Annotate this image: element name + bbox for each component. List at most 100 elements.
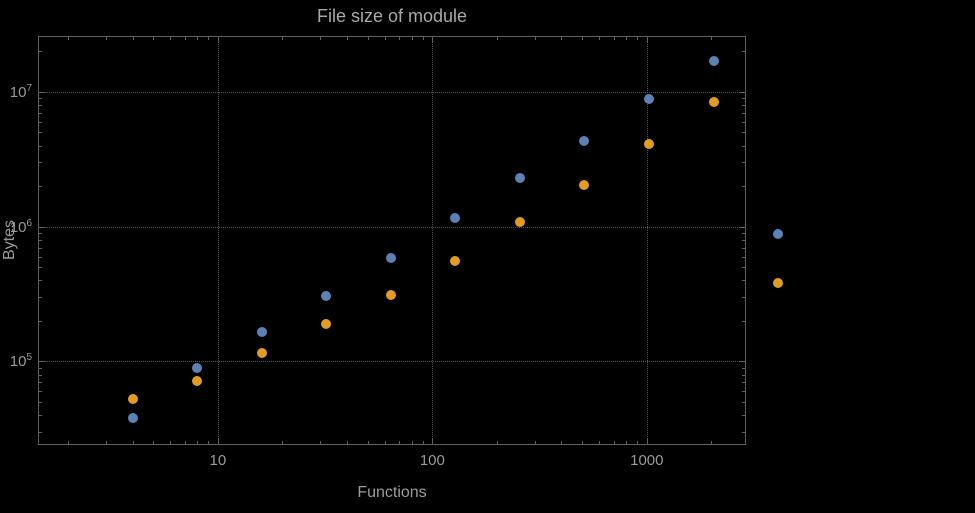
y-tick-mark: [39, 104, 42, 106]
y-gridline: [38, 226, 746, 228]
y-tick-mark: [39, 162, 42, 164]
data-point-blue-series: [127, 413, 138, 424]
x-tick-mark: [67, 441, 69, 444]
x-tick-mark: [534, 37, 536, 40]
y-tick-mark: [742, 374, 745, 376]
x-tick-mark: [184, 441, 186, 444]
x-tick-mark: [561, 441, 563, 444]
y-tick-mark: [742, 112, 745, 114]
data-point-blue-series: [256, 327, 267, 338]
y-tick-mark: [39, 391, 42, 393]
data-point-blue-series: [450, 213, 461, 223]
data-point-orange-series: [127, 393, 138, 404]
x-tick-mark: [105, 37, 107, 40]
y-tick-mark: [39, 239, 42, 241]
data-point-blue-series: [192, 362, 203, 373]
data-point-orange-series: [773, 278, 784, 289]
x-tick-mark: [637, 441, 638, 444]
y-tick-mark: [39, 402, 42, 404]
y-tick-mark: [742, 367, 745, 369]
y-tick-mark: [742, 232, 745, 234]
y-tick-mark: [39, 186, 42, 188]
y-tick-mark: [742, 320, 745, 322]
y-tick-mark: [39, 247, 42, 249]
x-tick-mark: [170, 37, 172, 40]
data-point-blue-series: [644, 93, 655, 104]
x-tick-mark: [422, 37, 424, 40]
y-tick-mark: [39, 121, 42, 123]
x-tick-mark: [197, 37, 199, 40]
y-tick-mark: [742, 402, 745, 404]
y-gridline: [38, 91, 746, 93]
x-tick-mark: [367, 441, 369, 444]
x-tick-label: 100: [419, 452, 445, 469]
x-tick-mark: [217, 37, 219, 43]
x-tick-mark: [184, 37, 186, 40]
x-tick-mark: [320, 441, 322, 444]
y-tick-mark: [742, 51, 745, 53]
y-tick-mark: [39, 361, 45, 363]
x-tick-mark: [208, 441, 210, 444]
y-tick-mark: [742, 104, 745, 106]
data-point-orange-series: [644, 139, 655, 150]
y-tick-mark: [742, 391, 745, 393]
x-tick-mark: [411, 441, 413, 444]
data-point-blue-series: [579, 136, 590, 147]
x-tick-mark: [646, 37, 648, 43]
x-tick-mark: [132, 37, 134, 40]
y-tick-mark: [739, 361, 745, 363]
y-tick-mark: [39, 112, 42, 114]
x-tick-mark: [432, 438, 434, 444]
y-tick-mark: [742, 162, 745, 164]
y-tick-mark: [742, 431, 745, 433]
data-point-blue-series: [321, 291, 332, 302]
data-point-orange-series: [708, 97, 719, 108]
data-point-orange-series: [385, 290, 396, 301]
y-tick-mark: [742, 186, 745, 188]
y-tick-mark: [39, 297, 42, 299]
y-tick-mark: [742, 247, 745, 249]
data-point-orange-series: [256, 348, 267, 359]
x-tick-mark: [153, 37, 155, 40]
y-tick-mark: [742, 121, 745, 123]
y-tick-mark: [742, 256, 745, 258]
x-tick-mark: [613, 37, 615, 40]
x-tick-mark: [367, 37, 369, 40]
x-tick-mark: [399, 37, 401, 40]
x-tick-mark: [105, 441, 107, 444]
x-tick-mark: [153, 441, 155, 444]
y-tick-mark: [39, 367, 42, 369]
y-tick-mark: [39, 382, 42, 384]
y-tick-mark: [742, 267, 745, 269]
data-point-blue-series: [773, 229, 784, 240]
x-tick-mark: [599, 37, 601, 40]
data-point-blue-series: [708, 55, 719, 66]
chart-title: File size of module: [316, 6, 468, 26]
x-tick-mark: [613, 441, 615, 444]
data-point-blue-series: [514, 172, 525, 183]
x-tick-mark: [582, 37, 584, 40]
data-point-orange-series: [579, 179, 590, 190]
y-tick-mark: [739, 91, 745, 93]
x-tick-mark: [561, 37, 563, 40]
y-tick-mark: [39, 145, 42, 147]
y-tick-mark: [39, 232, 42, 234]
y-tick-mark: [39, 132, 42, 134]
x-tick-mark: [320, 37, 322, 40]
x-tick-mark: [411, 37, 413, 40]
data-point-orange-series: [450, 255, 461, 266]
y-tick-label: 106: [9, 217, 32, 236]
y-tick-mark: [742, 98, 745, 100]
y-tick-mark: [742, 297, 745, 299]
x-tick-mark: [170, 441, 172, 444]
x-gridline: [432, 36, 434, 445]
y-gridline: [38, 361, 746, 363]
x-tick-mark: [346, 37, 348, 40]
y-tick-label: 107: [9, 82, 32, 101]
data-point-blue-series: [385, 253, 396, 264]
y-tick-mark: [39, 267, 42, 269]
x-axis-label: Functions: [357, 484, 427, 501]
y-tick-mark: [39, 320, 42, 322]
y-tick-mark: [39, 51, 42, 53]
y-tick-mark: [742, 132, 745, 134]
